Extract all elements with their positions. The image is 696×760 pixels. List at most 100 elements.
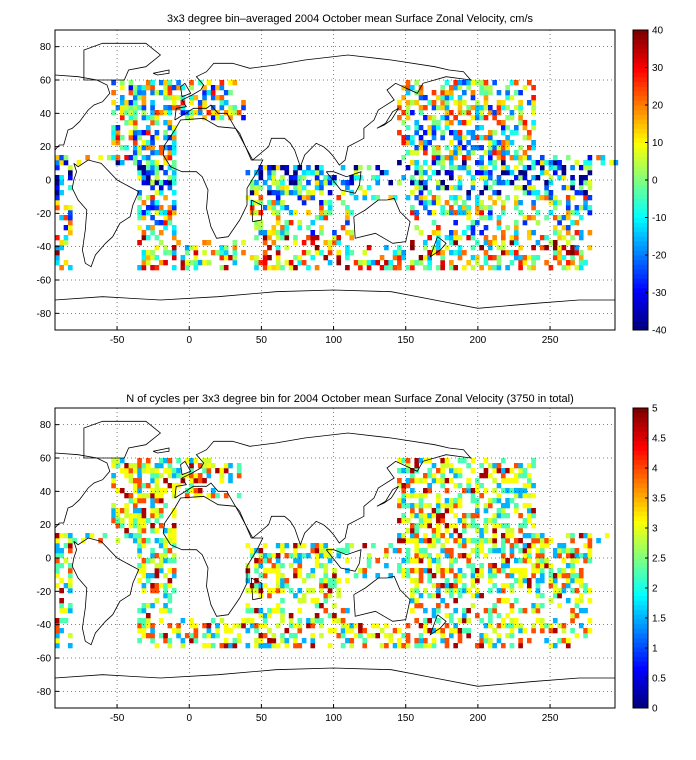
data-cell [297,180,303,186]
data-cell [509,603,515,609]
data-cell [145,170,151,176]
data-cell [457,150,463,156]
data-cell [284,230,290,236]
data-cell [475,568,480,574]
colorbar-segment [633,194,648,200]
data-cell [570,250,575,256]
data-cell [444,568,450,574]
data-cell [453,145,458,151]
data-cell [427,210,432,216]
data-cell [561,548,567,554]
data-cell [518,255,523,261]
data-cell [423,588,428,594]
data-cell [466,538,471,544]
data-cell [128,85,134,91]
data-cell [202,95,207,101]
data-cell [410,240,415,246]
data-cell [353,165,359,171]
data-cell [150,215,155,221]
data-cell [384,245,389,251]
data-cell [271,170,277,176]
data-cell [526,235,532,241]
data-cell [98,155,103,161]
data-cell [215,85,220,91]
data-cell [513,90,519,96]
data-cell [436,538,441,544]
data-cell [500,538,506,544]
data-cell [578,235,584,241]
data-cell [457,468,463,474]
data-cell [583,160,588,166]
data-cell [444,588,450,594]
data-cell [219,643,225,649]
data-cell [423,180,428,186]
data-cell [275,250,281,256]
data-cell [189,638,194,644]
data-cell [137,473,142,479]
data-cell [427,100,432,106]
data-cell [228,478,233,484]
data-cell [150,558,155,564]
data-cell [59,533,64,539]
data-cell [55,618,60,624]
data-cell [167,180,173,186]
data-cell [59,618,64,624]
data-cell [444,200,450,206]
data-cell [306,623,311,629]
data-cell [115,135,121,141]
data-cells [55,80,619,271]
data-cell [449,95,454,101]
data-cell [449,240,454,246]
data-cell [500,210,506,216]
data-cell [466,553,471,559]
data-cell [466,608,471,614]
colorbar-segment [633,189,648,195]
data-cell [500,160,506,166]
data-cell [401,493,407,499]
data-cell [137,498,142,504]
data-cell [436,200,441,206]
data-cell [167,473,173,479]
data-cell [457,185,463,191]
data-cell [496,215,502,221]
data-cell [518,523,523,529]
data-cell [202,250,207,256]
data-cell [210,488,216,494]
data-cell [167,95,173,101]
data-cell [141,85,147,91]
data-cell [167,150,173,156]
data-cell [570,588,575,594]
data-cell [444,95,450,101]
data-cell [414,578,420,584]
data-cell [535,588,541,594]
data-cell [479,160,484,166]
colorbar-segment [633,422,648,428]
data-cell [479,135,484,141]
data-cell [141,215,147,221]
data-cell [310,255,316,261]
data-cell [518,643,523,649]
panel-2: N of cycles per 3x3 degree bin for 2004 … [37,393,667,724]
data-cell [436,503,441,509]
data-cell [111,473,116,479]
data-cell [457,110,463,116]
data-cell [327,250,333,256]
data-cell [405,468,411,474]
data-cell [293,175,298,181]
data-cell [223,90,229,96]
data-cell [306,618,311,624]
data-cell [444,538,450,544]
y-tick-label: 0 [45,176,51,187]
data-cell [119,105,125,111]
data-cell [548,643,554,649]
data-cell [154,175,160,181]
data-cell [319,623,324,629]
data-cell [150,195,155,201]
data-cell [587,558,593,564]
colorbar-segment [633,534,648,540]
data-cell [466,195,471,201]
data-cell [449,210,454,216]
data-cell [163,105,168,111]
data-cell [314,553,320,559]
data-cell [262,613,268,619]
